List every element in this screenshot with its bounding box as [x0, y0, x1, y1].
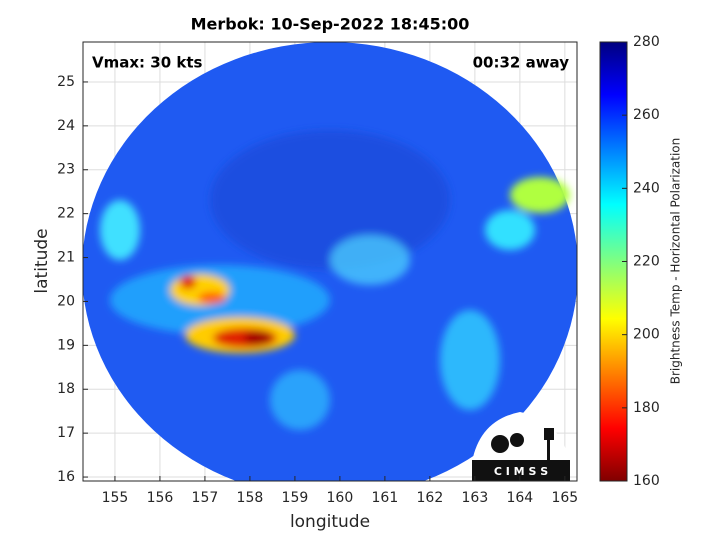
chart-title: Merbok: 10-Sep-2022 18:45:00: [191, 15, 470, 34]
cimss-logo: C I M S S: [472, 412, 570, 481]
x-tick-label: 155: [102, 490, 129, 506]
x-tick-label: 157: [192, 490, 219, 506]
colorbar-label: Brightness Temp - Horizontal Polarizatio…: [669, 138, 683, 385]
x-tick-label: 156: [147, 490, 174, 506]
colorbar-tick-label: 240: [633, 180, 660, 196]
x-axis-label: longitude: [290, 512, 370, 532]
y-tick-label: 22: [57, 206, 75, 222]
colorbar-tick-label: 220: [633, 254, 660, 270]
swath: [83, 42, 577, 481]
y-tick-label: 24: [57, 118, 75, 134]
y-tick-label: 20: [57, 293, 75, 309]
x-tick-label: 164: [506, 490, 533, 506]
y-tick-label: 21: [57, 250, 75, 266]
annotation: Vmax: 30 kts: [92, 54, 202, 72]
y-tick-label: 17: [57, 425, 75, 441]
y-tick-label: 19: [57, 337, 75, 353]
colorbar-tick-label: 180: [633, 400, 660, 416]
x-tick-label: 159: [282, 490, 309, 506]
y-axis-label: latitude: [32, 228, 52, 293]
y-tick-label: 16: [57, 469, 75, 485]
swath-features: [100, 130, 570, 430]
logo-text: C I M S S: [494, 465, 548, 478]
annotation: 00:32 away: [473, 54, 570, 72]
colorbar-tick-label: 280: [633, 34, 660, 50]
colorbar-tick-label: 200: [633, 327, 660, 343]
y-tick-label: 25: [57, 74, 75, 90]
colorbar-tick-label: 160: [633, 473, 660, 489]
plot-frame: [82, 41, 578, 482]
x-tick-label: 160: [327, 490, 354, 506]
x-tick-label: 158: [237, 490, 264, 506]
y-tick-label: 23: [57, 162, 75, 178]
x-tick-label: 161: [372, 490, 399, 506]
x-tick-label: 165: [551, 490, 578, 506]
colorbar-tick-label: 260: [633, 107, 660, 123]
x-tick-label: 163: [462, 490, 489, 506]
x-tick-label: 162: [417, 490, 444, 506]
y-tick-label: 18: [57, 381, 75, 397]
